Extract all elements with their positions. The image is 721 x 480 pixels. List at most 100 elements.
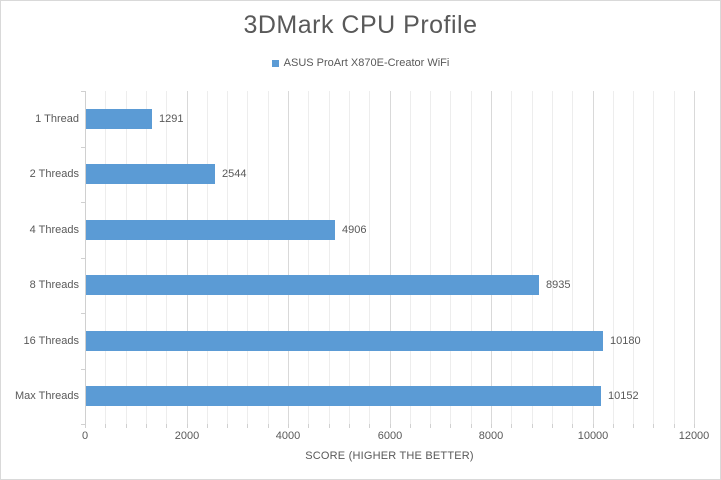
data-label: 1291 xyxy=(159,113,184,125)
minor-gridline xyxy=(328,91,330,424)
value-axis-tick xyxy=(612,424,614,428)
data-label: 10152 xyxy=(608,390,639,402)
minor-gridline xyxy=(673,91,675,424)
value-axis-tick xyxy=(673,424,675,428)
value-axis-tick xyxy=(694,424,695,428)
category-axis-tick xyxy=(81,202,85,203)
x-axis-tick-label: 0 xyxy=(81,430,89,442)
plot-area xyxy=(85,91,695,424)
minor-gridline xyxy=(145,91,147,424)
value-axis-tick xyxy=(288,424,289,428)
data-label: 2544 xyxy=(222,168,247,180)
legend-marker-icon xyxy=(271,59,279,67)
x-axis-tick-label: 4000 xyxy=(275,430,301,442)
minor-gridline xyxy=(348,91,350,424)
value-axis-tick xyxy=(348,424,350,428)
minor-gridline xyxy=(105,91,107,424)
value-axis-tick xyxy=(308,424,310,428)
minor-gridline xyxy=(470,91,472,424)
minor-gridline xyxy=(551,91,553,424)
category-label: 1 Thread xyxy=(35,113,79,125)
value-axis-tick xyxy=(491,424,492,428)
x-axis-tick-label: 8000 xyxy=(478,430,504,442)
major-gridline xyxy=(186,91,188,424)
category-label: 16 Threads xyxy=(23,335,79,347)
value-axis-tick xyxy=(450,424,452,428)
category-label: Max Threads xyxy=(15,390,79,402)
category-axis-tick xyxy=(81,91,85,92)
legend: ASUS ProArt X870E-Creator WiFi xyxy=(1,57,720,69)
x-axis-title: SCORE (HIGHER THE BETTER) xyxy=(305,450,474,462)
minor-gridline xyxy=(369,91,371,424)
major-gridline xyxy=(389,91,391,424)
category-axis-line xyxy=(85,91,86,424)
category-axis-tick xyxy=(81,369,85,370)
value-axis-tick xyxy=(166,424,168,428)
x-axis-tick-label: 6000 xyxy=(377,430,403,442)
value-axis-tick xyxy=(511,424,513,428)
value-axis-tick xyxy=(592,424,594,428)
bar-2-threads xyxy=(86,164,215,184)
minor-gridline xyxy=(125,91,127,424)
data-label: 8935 xyxy=(546,279,571,291)
category-axis-tick xyxy=(81,147,85,148)
value-axis-tick xyxy=(247,424,249,428)
minor-gridline xyxy=(166,91,168,424)
value-axis-tick xyxy=(186,424,188,428)
value-axis-tick xyxy=(430,424,432,428)
value-axis-tick xyxy=(572,424,574,428)
category-axis-tick xyxy=(81,313,85,314)
value-axis-tick xyxy=(409,424,411,428)
minor-gridline xyxy=(531,91,533,424)
data-label: 10180 xyxy=(610,335,641,347)
value-axis-tick xyxy=(653,424,655,428)
category-label: 2 Threads xyxy=(29,168,79,180)
legend-label: ASUS ProArt X870E-Creator WiFi xyxy=(283,57,450,69)
minor-gridline xyxy=(450,91,452,424)
x-axis-tick-label: 10000 xyxy=(577,430,609,442)
value-axis-tick xyxy=(85,424,86,428)
value-axis-tick xyxy=(389,424,391,428)
category-label: 4 Threads xyxy=(29,224,79,236)
x-axis-tick-label: 2000 xyxy=(174,430,200,442)
minor-gridline xyxy=(206,91,208,424)
minor-gridline xyxy=(612,91,614,424)
value-axis-tick xyxy=(105,424,107,428)
value-axis-tick xyxy=(470,424,472,428)
minor-gridline xyxy=(227,91,229,424)
minor-gridline xyxy=(511,91,513,424)
category-axis-tick xyxy=(81,258,85,259)
minor-gridline xyxy=(430,91,432,424)
value-axis-tick xyxy=(531,424,533,428)
category-axis-tick xyxy=(81,424,85,425)
value-axis-tick xyxy=(267,424,269,428)
value-axis-tick xyxy=(633,424,635,428)
minor-gridline xyxy=(409,91,411,424)
bar-8-threads xyxy=(86,275,539,295)
minor-gridline xyxy=(653,91,655,424)
bar-16-threads xyxy=(86,331,603,351)
minor-gridline xyxy=(572,91,574,424)
minor-gridline xyxy=(633,91,635,424)
x-axis-tick-label: 12000 xyxy=(678,430,710,442)
major-gridline xyxy=(491,91,492,424)
bar-4-threads xyxy=(86,220,335,240)
value-axis-tick xyxy=(369,424,371,428)
chart-title: 3DMark CPU Profile xyxy=(243,11,478,39)
category-label: 8 Threads xyxy=(29,279,79,291)
minor-gridline xyxy=(308,91,310,424)
minor-gridline xyxy=(247,91,249,424)
value-axis-tick xyxy=(206,424,208,428)
value-axis-tick xyxy=(551,424,553,428)
minor-gridline xyxy=(267,91,269,424)
data-label: 4906 xyxy=(342,224,367,236)
bar-max-threads xyxy=(86,386,601,406)
value-axis-tick xyxy=(125,424,127,428)
major-gridline xyxy=(288,91,289,424)
major-gridline xyxy=(694,91,695,424)
value-axis-tick xyxy=(227,424,229,428)
value-axis-tick xyxy=(145,424,147,428)
bar-1-thread xyxy=(86,109,152,129)
major-gridline xyxy=(592,91,594,424)
